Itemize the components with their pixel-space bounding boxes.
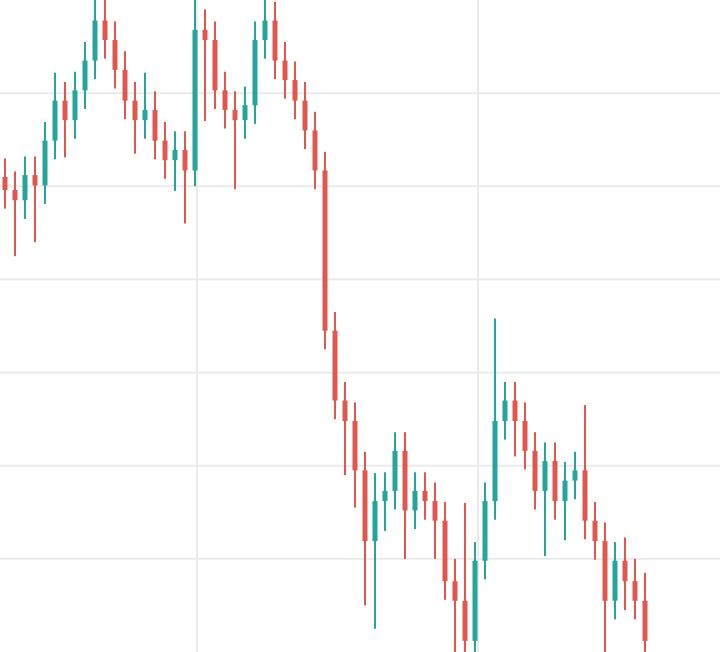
candle-body (212, 40, 218, 91)
candle-body (32, 175, 38, 186)
candle-body (442, 520, 448, 582)
candle-body (392, 450, 398, 491)
candle-body (612, 560, 618, 601)
candle-body (282, 60, 288, 81)
candle-body (42, 140, 48, 186)
candle-body (552, 461, 558, 502)
candle-body (202, 29, 208, 41)
candle-body (582, 470, 588, 521)
candle-body (12, 190, 18, 201)
candle-body (592, 520, 598, 542)
candle-body (222, 90, 228, 110)
candle-body (292, 80, 298, 101)
candle-body (342, 400, 348, 422)
candle-body (132, 100, 138, 121)
candle-body (142, 109, 148, 121)
candle-body (262, 20, 268, 41)
candle-body (72, 90, 78, 121)
candle-body (522, 421, 528, 451)
candle-body (362, 470, 368, 542)
candle-body (402, 450, 408, 511)
candle-body (52, 100, 58, 141)
candle-body (562, 480, 568, 502)
candle-body (472, 560, 478, 641)
candle-body (272, 20, 278, 61)
candle-body (192, 29, 198, 171)
candle-body (232, 109, 238, 121)
candle-body (602, 541, 608, 601)
candle-body (162, 140, 168, 161)
candle-body (122, 69, 128, 101)
candle-body (502, 400, 508, 422)
candle-body (512, 400, 518, 422)
candle-body (542, 461, 548, 491)
candle-body (312, 130, 318, 171)
candle-body (382, 490, 388, 502)
candle-body (372, 501, 378, 542)
candle-body (572, 470, 578, 481)
candle-body (22, 175, 28, 201)
candle-body (632, 581, 638, 601)
candle-body (452, 581, 458, 601)
candle-body (642, 600, 648, 641)
candle-body (322, 170, 328, 331)
candle-body (252, 40, 258, 106)
candle-body (242, 105, 248, 121)
candle-body (422, 490, 428, 502)
candle-body (102, 20, 108, 41)
candle-body (62, 100, 68, 121)
candle-body (482, 501, 488, 561)
candle-body (92, 20, 98, 61)
candle-body (82, 60, 88, 91)
candle-body (432, 501, 438, 521)
candle-body (462, 600, 468, 641)
candle-body (492, 421, 498, 502)
candle-body (2, 176, 8, 191)
candle-body (352, 421, 358, 471)
candle-body (172, 149, 178, 161)
candle-body (182, 149, 188, 171)
candle-body (302, 100, 308, 131)
candle-body (152, 109, 158, 141)
candle-body (532, 450, 538, 491)
candle-body (112, 40, 118, 70)
candle-body (332, 330, 338, 401)
candle-body (412, 490, 418, 511)
candle-body (622, 560, 628, 582)
